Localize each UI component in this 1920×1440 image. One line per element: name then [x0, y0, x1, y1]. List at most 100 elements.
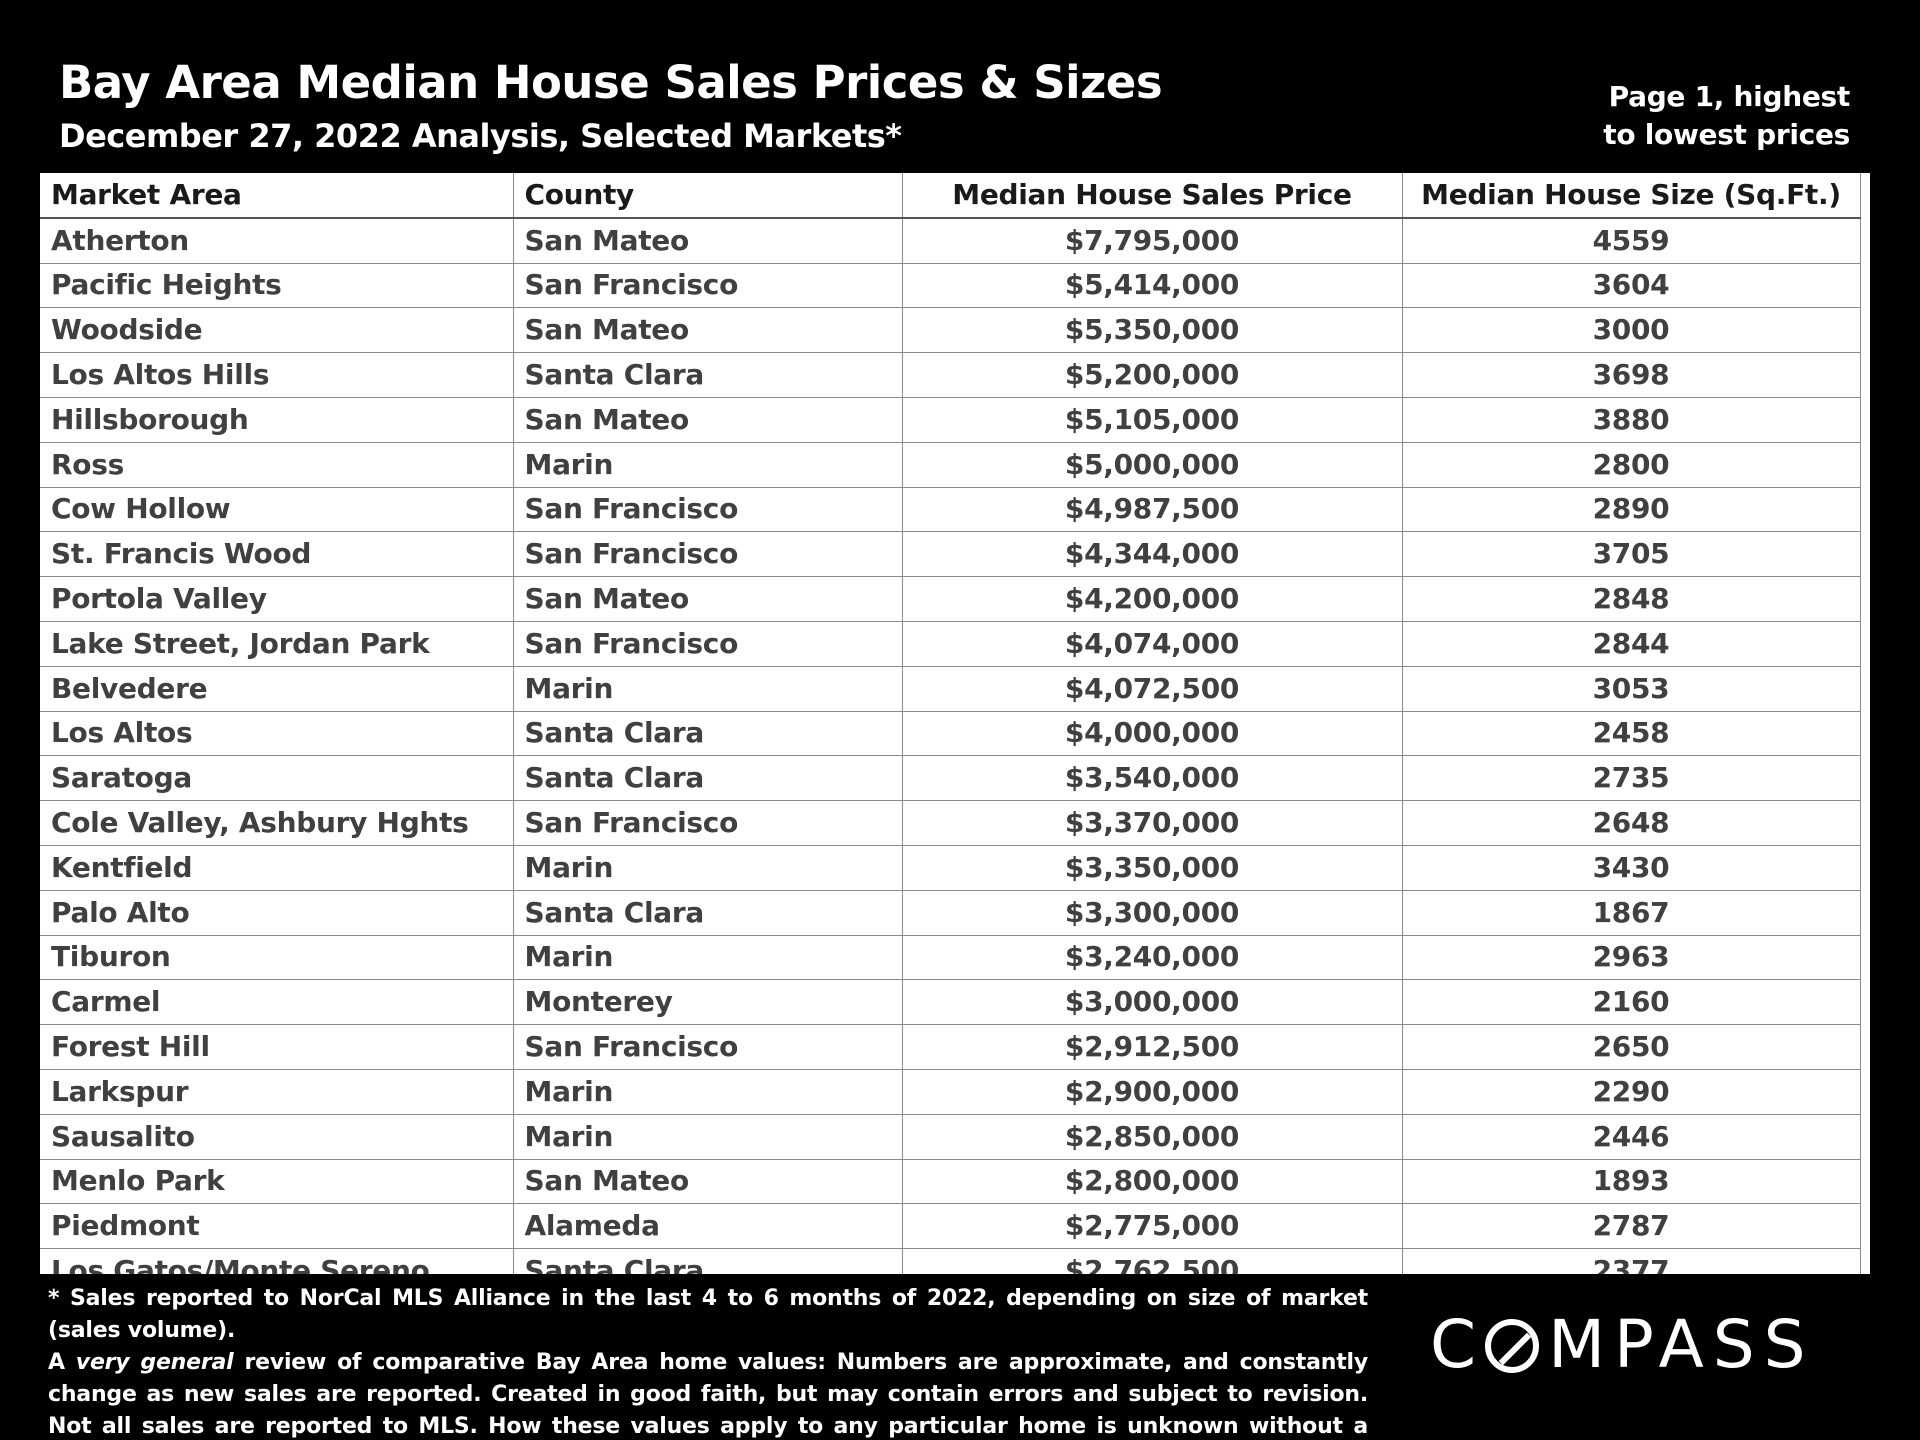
cell-county: Marin [513, 1069, 903, 1115]
cell-market-area: Tiburon [40, 935, 514, 981]
table-row: Hillsborough San Mateo $5,105,000 3880 [40, 397, 1861, 443]
page-note: Page 1, highest to lowest prices [1590, 78, 1850, 154]
cell-market-area: Atherton [40, 217, 514, 264]
cell-median-price: $2,800,000 [902, 1159, 1403, 1205]
cell-market-area: Piedmont [40, 1203, 514, 1250]
cell-median-size: 2800 [1402, 442, 1861, 488]
cell-median-size: 2160 [1402, 979, 1861, 1026]
table-row: Menlo Park San Mateo $2,800,000 1893 [40, 1159, 1861, 1205]
footnote-line-1: * Sales reported to NorCal MLS Alliance … [48, 1286, 1368, 1343]
cell-median-price: $3,000,000 [902, 979, 1403, 1026]
cell-market-area: Cow Hollow [40, 487, 514, 533]
table-row: Woodside San Mateo $5,350,000 3000 [40, 307, 1861, 354]
cell-median-size: 2844 [1402, 621, 1861, 667]
page-note-line-2: to lowest prices [1603, 118, 1850, 151]
cell-median-size: 3880 [1402, 397, 1861, 443]
table-row: Tiburon Marin $3,240,000 2963 [40, 935, 1861, 981]
page-note-line-1: Page 1, highest [1608, 80, 1851, 113]
compass-logo: C MPASS [1430, 1310, 1850, 1380]
cell-market-area: Hillsborough [40, 397, 514, 443]
cell-county: San Mateo [513, 397, 903, 443]
cell-county: Santa Clara [513, 755, 903, 802]
cell-median-size: 3604 [1402, 263, 1861, 309]
cell-market-area: Forest Hill [40, 1024, 514, 1070]
logo-letters: MPASS [1548, 1306, 1815, 1383]
table-row: Sausalito Marin $2,850,000 2446 [40, 1114, 1861, 1160]
cell-market-area: Kentfield [40, 845, 514, 891]
table-row: Pacific Heights San Francisco $5,414,000 36… [40, 263, 1861, 309]
cell-county: Alameda [513, 1203, 903, 1250]
cell-market-area: Palo Alto [40, 890, 514, 936]
cell-county: Marin [513, 442, 903, 488]
cell-county: San Francisco [513, 1024, 903, 1070]
cell-median-size: 2963 [1402, 935, 1861, 981]
footnote: * Sales reported to NorCal MLS Alliance … [48, 1283, 1368, 1440]
table-row: St. Francis Wood San Francisco $4,344,000 3… [40, 531, 1861, 578]
cell-median-price: $2,912,500 [902, 1024, 1403, 1070]
cell-median-size: 3698 [1402, 352, 1861, 398]
cell-market-area: Woodside [40, 307, 514, 354]
cell-median-price: $3,300,000 [902, 890, 1403, 936]
cell-market-area: Los Gatos/Monte Sereno [40, 1248, 514, 1274]
cell-median-price: $4,072,500 [902, 666, 1403, 712]
cell-median-size: 2446 [1402, 1114, 1861, 1160]
cell-median-size: 3705 [1402, 531, 1861, 578]
cell-county: Monterey [513, 979, 903, 1026]
cell-median-price: $5,200,000 [902, 352, 1403, 398]
cell-median-price: $2,850,000 [902, 1114, 1403, 1160]
cell-county: Santa Clara [513, 1248, 903, 1274]
cell-county: Marin [513, 666, 903, 712]
cell-county: Marin [513, 1114, 903, 1160]
cell-county: San Francisco [513, 487, 903, 533]
footnote-rest: review of comparative Bay Area home valu… [48, 1350, 1369, 1439]
column-header-market-area: Market Area [40, 173, 514, 219]
cell-median-size: 1893 [1402, 1159, 1861, 1205]
logo-letter-c: C [1430, 1306, 1486, 1383]
cell-median-price: $3,240,000 [902, 935, 1403, 981]
cell-market-area: Portola Valley [40, 576, 514, 622]
cell-county: Santa Clara [513, 352, 903, 398]
table-row: Lake Street, Jordan Park San Francisco $4,… [40, 621, 1861, 667]
column-header-county: County [513, 173, 903, 219]
cell-county: San Francisco [513, 800, 903, 846]
cell-market-area: Los Altos Hills [40, 352, 514, 398]
footnote-emphasis: very general [75, 1350, 234, 1375]
cell-county: San Mateo [513, 576, 903, 622]
cell-median-size: 4559 [1402, 217, 1861, 264]
cell-county: San Mateo [513, 307, 903, 354]
cell-median-price: $4,000,000 [902, 711, 1403, 757]
table-row: Cole Valley, Ashbury Hghts San Francisco $… [40, 800, 1861, 846]
cell-median-price: $5,414,000 [902, 263, 1403, 309]
footnote-prefix: A [48, 1350, 76, 1375]
table-row: Palo Alto Santa Clara $3,300,000 1867 [40, 890, 1861, 936]
cell-median-price: $2,775,000 [902, 1203, 1403, 1250]
table-row: Cow Hollow San Francisco $4,987,500 2890 [40, 487, 1861, 533]
cell-market-area: Menlo Park [40, 1159, 514, 1205]
logo-o-slash-icon [1485, 1319, 1540, 1373]
table-row: Forest Hill San Francisco $2,912,500 2650 [40, 1024, 1861, 1070]
cell-median-price: $5,350,000 [902, 307, 1403, 354]
cell-market-area: Carmel [40, 979, 514, 1026]
table-row: Los Gatos/Monte Sereno Santa Clara $2,762,… [40, 1248, 1861, 1274]
cell-median-size: 2890 [1402, 487, 1861, 533]
cell-county: Marin [513, 845, 903, 891]
cell-market-area: Sausalito [40, 1114, 514, 1160]
table-row: Ross Marin $5,000,000 2800 [40, 442, 1861, 488]
cell-median-price: $4,200,000 [902, 576, 1403, 622]
table-row: Belvedere Marin $4,072,500 3053 [40, 666, 1861, 712]
table-row: Portola Valley San Mateo $4,200,000 2848 [40, 576, 1861, 622]
table-row: Kentfield Marin $3,350,000 3430 [40, 845, 1861, 891]
cell-median-size: 2735 [1402, 755, 1861, 802]
cell-county: Marin [513, 935, 903, 981]
column-header-median-size: Median House Size (Sq.Ft.) [1402, 173, 1861, 219]
cell-median-size: 2848 [1402, 576, 1861, 622]
cell-median-price: $5,000,000 [902, 442, 1403, 488]
cell-median-size: 1867 [1402, 890, 1861, 936]
cell-median-size: 2650 [1402, 1024, 1861, 1070]
market-table: Market Area County Median House Sales Pr… [40, 173, 1861, 1274]
market-table-container: Market Area County Median House Sales Pr… [40, 173, 1870, 1274]
cell-median-price: $4,344,000 [902, 531, 1403, 578]
cell-county: San Mateo [513, 1159, 903, 1205]
page-subtitle: December 27, 2022 Analysis, Selected Mar… [59, 117, 902, 155]
cell-market-area: Cole Valley, Ashbury Hghts [40, 800, 514, 846]
